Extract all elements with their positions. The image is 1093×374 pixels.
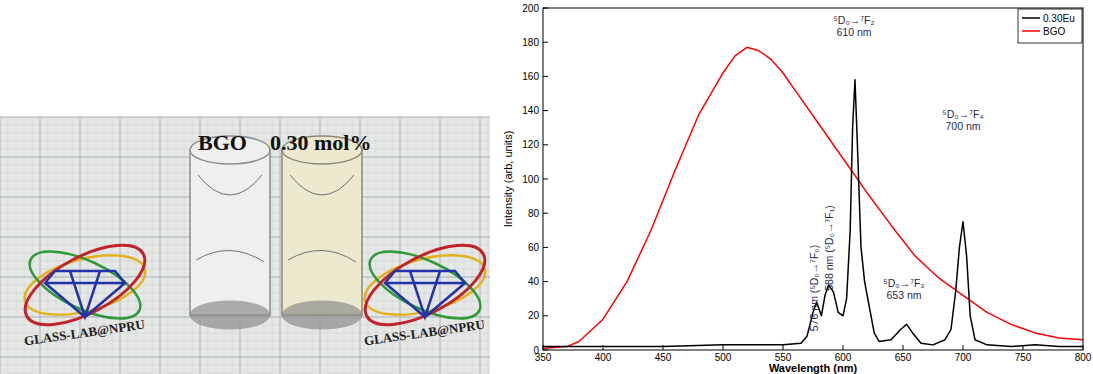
annotation: 653 nm — [886, 289, 921, 301]
annotation: 610 nm — [836, 26, 871, 38]
plot-frame — [543, 8, 1083, 350]
paper-line — [152, 117, 153, 374]
sample-label: 0.30 mol% — [270, 130, 371, 155]
paper-line — [176, 117, 177, 374]
glass-body — [190, 150, 270, 315]
x-tick — [723, 345, 724, 350]
glass-bottom — [190, 301, 270, 329]
y-tick — [543, 76, 548, 77]
x-tick — [603, 345, 604, 350]
paper-line — [488, 117, 489, 374]
annotation: 700 nm — [945, 120, 980, 132]
glass-body — [282, 150, 362, 315]
y-tick — [543, 247, 548, 248]
x-tick — [783, 345, 784, 350]
annotation: 576 nm (⁵D₀→⁷F₀) — [808, 245, 820, 331]
y-tick — [543, 179, 548, 180]
x-tick-label: 500 — [715, 352, 732, 363]
y-tick-label: 40 — [528, 276, 540, 287]
y-tick-label: 200 — [522, 3, 539, 14]
y-tick-label: 0 — [533, 345, 539, 356]
paper-line — [0, 117, 490, 118]
x-tick — [903, 345, 904, 350]
legend-box — [1018, 9, 1082, 43]
x-tick-label: 450 — [655, 352, 672, 363]
logo-text: GLASS-LAB@NPRU — [23, 317, 146, 349]
logo-diamond — [45, 271, 125, 317]
y-tick — [543, 281, 548, 282]
y-tick — [543, 110, 548, 111]
annotations: ⁵D₀→⁷F₂610 nm ⁵D₀→⁷F₄700 nm 576 nm (⁵D₀→⁷F… — [808, 14, 984, 331]
sample-label: BGO — [198, 130, 247, 155]
y-tick-label: 20 — [528, 310, 540, 321]
x-tick — [663, 345, 664, 350]
legend-swatch — [1022, 17, 1040, 19]
glass-sample — [282, 136, 362, 329]
x-axis-label: Wavelength (nm) — [769, 362, 858, 374]
y-tick-label: 180 — [522, 37, 539, 48]
y-tick-label: 100 — [522, 174, 539, 185]
paper-line — [144, 117, 145, 374]
series-group — [543, 47, 1083, 348]
chart: 3504004505005506006507007508000204060801… — [502, 3, 1092, 374]
logo-diamond — [385, 271, 465, 317]
logo: GLASS-LAB@NPRU — [354, 229, 497, 348]
legend-label: BGO — [1043, 26, 1065, 37]
y-tick-label: 120 — [522, 139, 539, 150]
paper-line — [168, 117, 169, 374]
annotation: ⁵D₀→⁷F₃ — [883, 277, 924, 289]
paper-line — [0, 357, 490, 358]
canvas: BGO 0.30 mol% GLASS-LAB@NPRU GLASS-LAB@NPRU… — [0, 0, 1093, 374]
legend: 0.30Eu BGO — [1018, 9, 1082, 43]
x-tick-label: 400 — [595, 352, 612, 363]
paper-line — [272, 117, 273, 374]
y-tick-label: 60 — [528, 242, 540, 253]
series-line — [543, 80, 1083, 347]
page: BGO 0.30 mol% GLASS-LAB@NPRU GLASS-LAB@NPRU… — [0, 0, 1093, 374]
refraction — [196, 250, 264, 262]
y-tick-label: 140 — [522, 105, 539, 116]
plot-area — [543, 8, 1083, 350]
paper-line — [0, 125, 490, 126]
refraction — [290, 175, 354, 195]
x-tick — [843, 345, 844, 350]
legend-swatch — [1022, 30, 1040, 32]
annotation: ⁵D₀→⁷F₄ — [942, 108, 983, 120]
paper-line — [136, 117, 137, 374]
paper-line — [0, 365, 490, 366]
series-line — [543, 47, 1083, 348]
logo: GLASS-LAB@NPRU — [14, 229, 157, 348]
paper-line — [184, 117, 185, 374]
annotation: 588 nm (⁵D₀→⁷F₁) — [823, 205, 835, 290]
x-tick — [963, 345, 964, 350]
refraction — [198, 175, 262, 195]
y-tick — [543, 144, 548, 145]
x-tick-label: 800 — [1075, 352, 1092, 363]
paper-line — [16, 117, 17, 374]
paper-line — [0, 117, 1, 374]
legend-label: 0.30Eu — [1043, 13, 1075, 24]
photo: BGO 0.30 mol% GLASS-LAB@NPRU GLASS-LAB@NPRU — [0, 117, 496, 374]
paper-line — [280, 117, 281, 374]
y-tick — [543, 315, 548, 316]
annotation: ⁵D₀→⁷F₂ — [833, 14, 874, 26]
paper-line — [8, 117, 9, 374]
paper-line — [0, 373, 490, 374]
graph-paper — [0, 117, 490, 374]
x-tick-label: 750 — [1015, 352, 1032, 363]
y-tick — [543, 42, 548, 43]
logo-text: GLASS-LAB@NPRU — [363, 317, 486, 349]
y-tick-label: 160 — [522, 71, 539, 82]
y-tick — [543, 213, 548, 214]
paper-line — [160, 117, 161, 374]
y-axis-label: Intensity (arb, units) — [502, 131, 514, 228]
paper-line — [0, 349, 490, 350]
y-tick-label: 80 — [528, 208, 540, 219]
glass-sample — [190, 136, 270, 329]
glass-bottom — [282, 301, 362, 329]
paper-line — [480, 117, 481, 374]
x-tick-label: 650 — [895, 352, 912, 363]
x-tick-label: 700 — [955, 352, 972, 363]
refraction — [288, 250, 356, 262]
